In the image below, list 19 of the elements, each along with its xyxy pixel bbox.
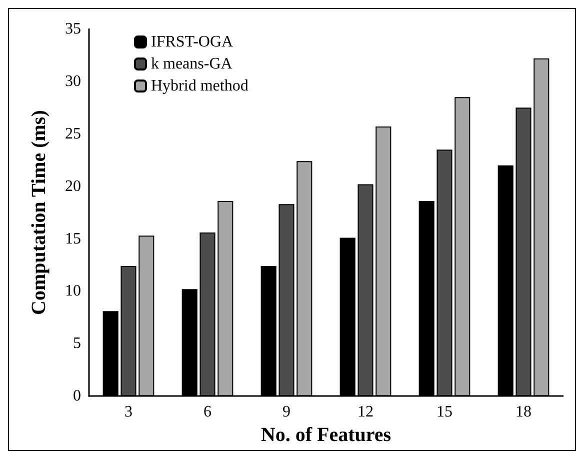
x-tick-label: 3 (124, 404, 132, 421)
y-tick-label: 35 (65, 20, 81, 38)
y-tick-label: 0 (73, 388, 81, 405)
legend-label: Hybrid method (151, 78, 248, 94)
y-tick-label: 10 (65, 282, 81, 300)
x-tick-label: 12 (358, 404, 374, 421)
x-tick-label: 6 (204, 404, 212, 421)
y-axis-title: Computation Time (ms) (28, 110, 50, 315)
y-tick-label: 5 (73, 335, 81, 352)
x-axis-title: No. of Features (260, 424, 392, 446)
y-tick-label: 30 (65, 72, 81, 90)
x-tick-label: 18 (516, 404, 532, 421)
y-tick-label: 25 (65, 125, 81, 142)
x-tick-label: 15 (436, 404, 452, 421)
y-tick-label: 20 (65, 178, 81, 195)
y-tick-label: 15 (65, 230, 81, 248)
legend-label: k means-GA (151, 56, 233, 72)
x-tick-label: 9 (282, 404, 290, 421)
legend-label: IFRST-OGA (151, 34, 234, 50)
